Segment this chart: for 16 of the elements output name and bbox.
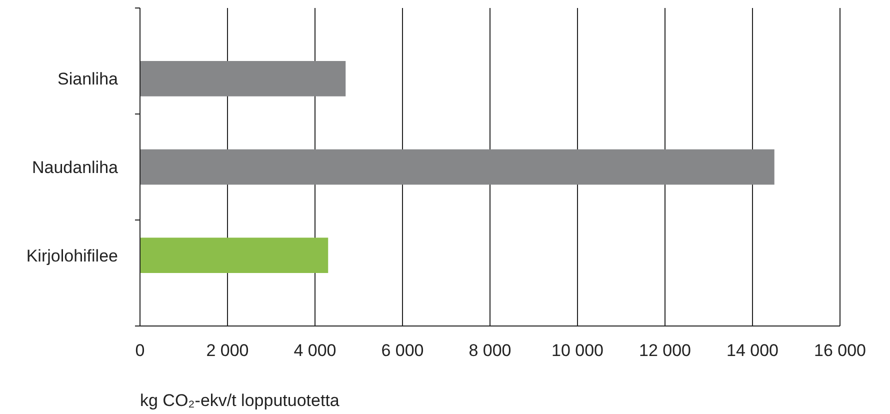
bar [140, 149, 774, 185]
x-tick-label: 4 000 [294, 341, 336, 360]
x-tick-label: 16 000 [814, 341, 866, 360]
bar [140, 238, 328, 273]
x-tick-label: 12 000 [639, 341, 691, 360]
x-tick-label: 6 000 [381, 341, 424, 360]
y-tick-label: Sianliha [58, 70, 119, 89]
bar [140, 61, 346, 96]
x-tick-label: 8 000 [468, 341, 512, 360]
x-tick-label: 2 000 [206, 341, 249, 360]
x-axis-title: kg CO₂-ekv/t lopputuotetta [140, 391, 340, 410]
x-tick-label: 14 000 [726, 341, 778, 360]
y-tick-label: Kirjolohifilee [26, 246, 118, 266]
y-tick-label: Naudanliha [32, 158, 119, 177]
x-tick-label: 10 000 [552, 341, 604, 360]
x-tick-label: 0 [135, 341, 145, 360]
